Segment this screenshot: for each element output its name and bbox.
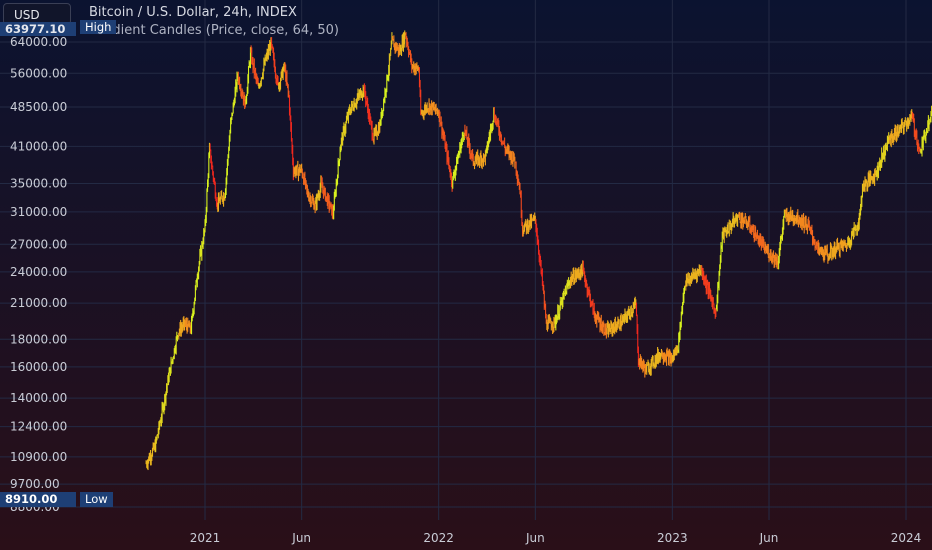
time-tick-label: Jun: [525, 531, 545, 545]
time-tick-label: Jun: [291, 531, 311, 545]
price-tick-label: 12400.00: [10, 420, 67, 434]
chart-title: Bitcoin / U.S. Dollar, 24h, INDEX: [89, 5, 297, 20]
indicator-legend[interactable]: Gradient Candles (Price, close, 64, 50): [89, 23, 339, 38]
price-tick-label: 14000.00: [10, 391, 67, 405]
price-tick-label: 56000.00: [10, 66, 67, 80]
time-tick-label: 2024: [891, 531, 922, 545]
price-tick-label: 64000.00: [10, 35, 67, 49]
price-tick-label: 21000.00: [10, 296, 67, 310]
low-price-badge: 8910.00: [0, 492, 76, 507]
price-tick-label: 35000.00: [10, 176, 67, 190]
price-candles: [145, 30, 932, 471]
time-tick-label: Jun: [759, 531, 779, 545]
time-axis[interactable]: 2021 Jun 2022 Jun 2023 Jun 2024: [190, 531, 922, 545]
price-tick-label: 10900.00: [10, 450, 67, 464]
horizontal-gridlines: [0, 41, 932, 508]
price-tick-label: 24000.00: [10, 265, 67, 279]
price-tick-label: 27000.00: [10, 237, 67, 251]
low-label-badge: Low: [80, 492, 113, 507]
price-tick-label: 48500.00: [10, 100, 67, 114]
price-axis[interactable]: 8800.009700.0010900.0012400.0014000.0016…: [10, 35, 67, 514]
price-tick-label: 16000.00: [10, 360, 67, 374]
high-label-badge: High: [80, 20, 117, 34]
price-tick-label: 31000.00: [10, 205, 67, 219]
time-tick-label: 2021: [190, 531, 221, 545]
time-tick-label: 2022: [423, 531, 454, 545]
time-tick-label: 2023: [657, 531, 688, 545]
price-tick-label: 18000.00: [10, 332, 67, 346]
price-tick-label: 41000.00: [10, 139, 67, 153]
high-price-badge: 63977.10: [0, 22, 76, 36]
price-tick-label: 9700.00: [10, 477, 60, 491]
